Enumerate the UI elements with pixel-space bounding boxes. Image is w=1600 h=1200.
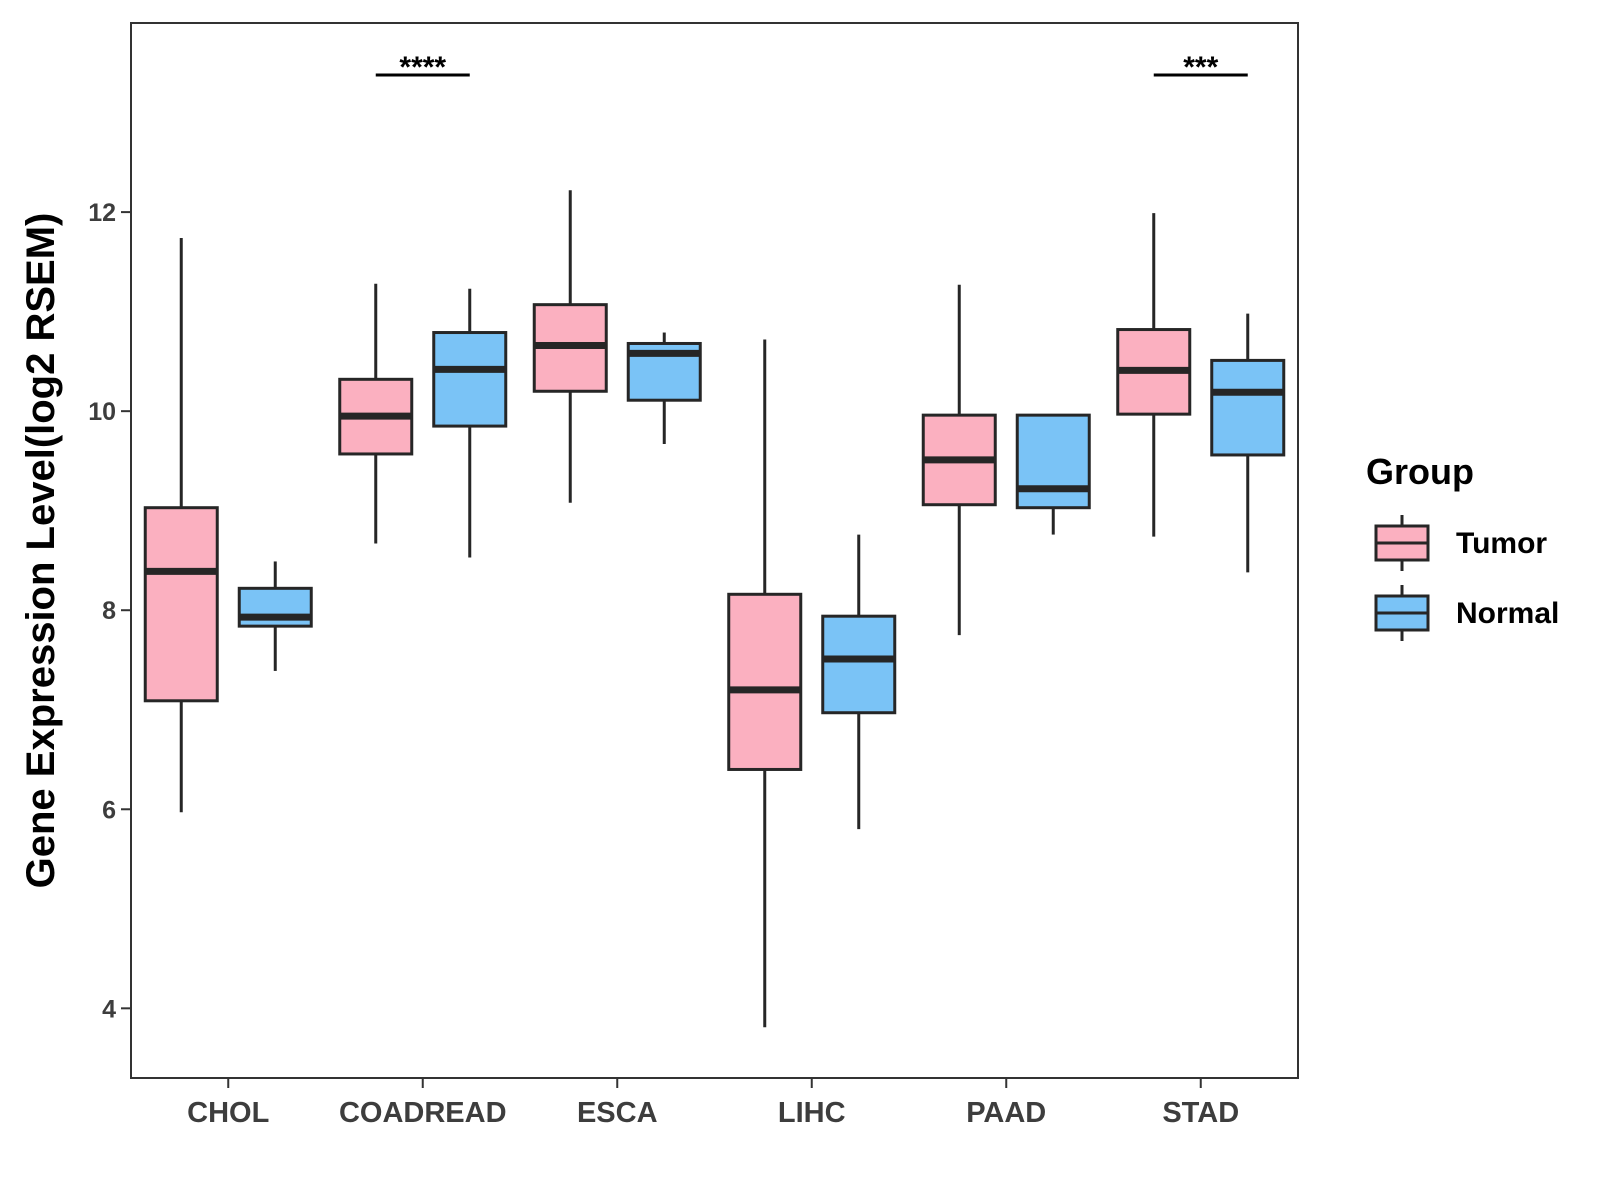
x-tick-label: PAAD xyxy=(966,1097,1046,1129)
iqr-box xyxy=(727,592,803,771)
iqr-box xyxy=(1015,413,1091,510)
legend-label: Tumor xyxy=(1456,527,1547,560)
iqr-box xyxy=(143,506,219,703)
box-normal-chol xyxy=(237,561,313,671)
x-tick-label: LIHC xyxy=(778,1097,846,1129)
panel-border xyxy=(130,22,1299,1079)
box-normal-paad xyxy=(1015,413,1091,535)
legend-item-tumor: Tumor xyxy=(1374,515,1547,571)
iqr-box xyxy=(1210,358,1286,457)
iqr-box xyxy=(821,614,897,715)
box-tumor-stad xyxy=(1116,213,1192,537)
y-tick-label: 6 xyxy=(102,796,116,824)
x-tick-label: COADREAD xyxy=(339,1097,507,1129)
y-axis-title: Gene Expression Level(log2 RSEM) xyxy=(19,213,63,889)
box-tumor-paad xyxy=(921,284,997,636)
y-tick-label: 8 xyxy=(102,597,116,625)
box-tumor-lihc xyxy=(727,339,803,1028)
x-tick-label: STAD xyxy=(1162,1097,1239,1129)
x-tick-label: CHOL xyxy=(187,1097,269,1129)
box-normal-lihc xyxy=(821,534,897,830)
significance-label: **** xyxy=(399,51,446,84)
y-tick-label: 10 xyxy=(88,398,116,426)
legend-label: Normal xyxy=(1456,597,1559,630)
legend-title: Group xyxy=(1366,451,1474,492)
significance-label: *** xyxy=(1183,51,1218,84)
box-normal-coadread xyxy=(432,288,508,558)
legend-item-normal: Normal xyxy=(1374,585,1559,641)
legend: Group Tumor Normal xyxy=(1366,451,1559,641)
box-tumor-coadread xyxy=(338,283,414,544)
y-tick-label: 12 xyxy=(88,199,116,227)
iqr-box xyxy=(432,331,508,428)
box-tumor-esca xyxy=(532,190,608,503)
y-tick-label: 4 xyxy=(102,995,116,1023)
box-normal-stad xyxy=(1210,313,1286,573)
box-normal-esca xyxy=(626,332,702,445)
box-tumor-chol xyxy=(143,237,219,813)
x-tick-label: ESCA xyxy=(577,1097,658,1129)
